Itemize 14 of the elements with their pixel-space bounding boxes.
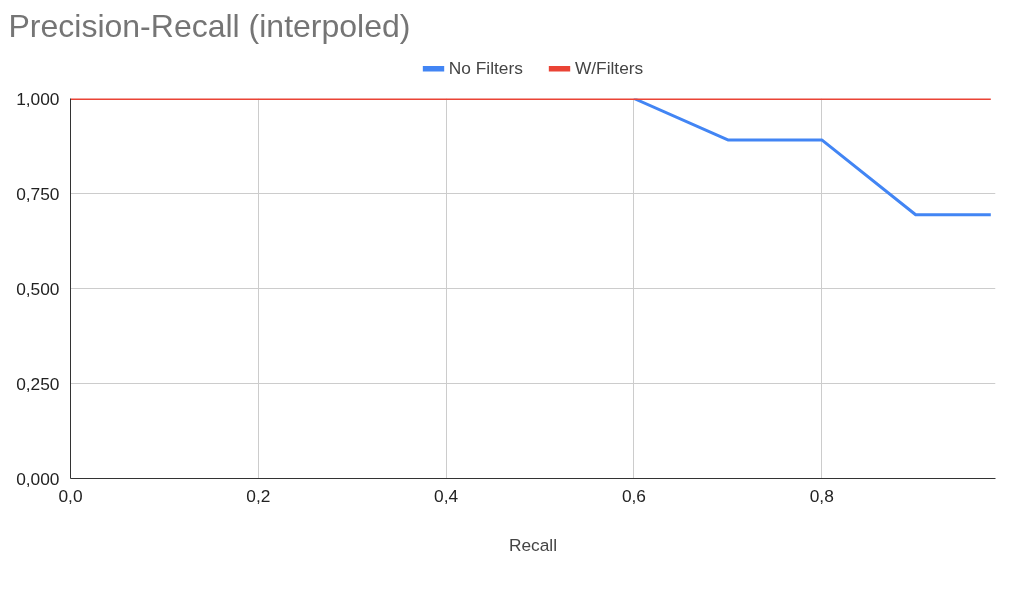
x-tick-label: 0,4 <box>434 485 459 506</box>
chart-title: Precision-Recall (interpoled) <box>8 7 411 44</box>
x-tick-label: 0,0 <box>58 485 83 506</box>
y-tick-label: 0,250 <box>16 373 60 394</box>
y-tick-label: 0,000 <box>16 468 60 489</box>
x-axis-title: Recall <box>508 534 558 555</box>
y-tick-label: 0,500 <box>16 278 60 299</box>
y-tick-label: 0,750 <box>16 183 60 204</box>
legend-label: W/Filters <box>574 57 644 79</box>
x-tick-label: 0,2 <box>246 485 271 506</box>
legend-label: No Filters <box>448 57 523 79</box>
x-tick-label: 0,8 <box>809 485 834 506</box>
y-tick-label: 1,000 <box>16 88 60 109</box>
x-tick-label: 0,6 <box>621 485 646 506</box>
